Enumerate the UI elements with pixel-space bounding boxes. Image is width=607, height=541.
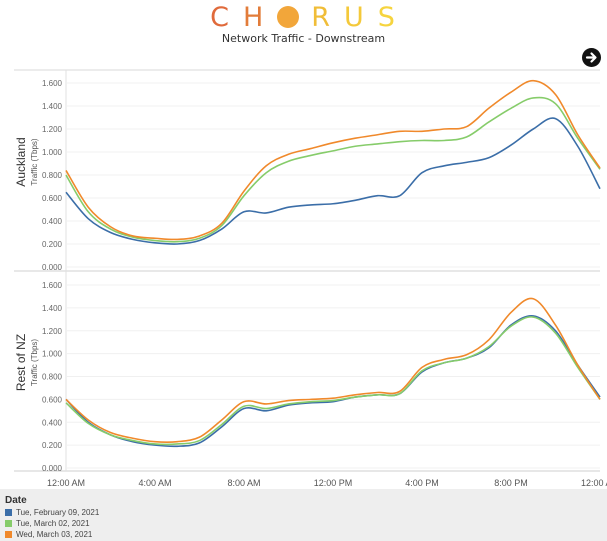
y-tick-label: 0.000 xyxy=(42,464,63,473)
y-tick-label: 1.600 xyxy=(42,79,63,88)
series-line-0 xyxy=(65,314,601,448)
y-tick-label: 1.400 xyxy=(42,304,63,313)
next-arrow-button[interactable] xyxy=(582,48,601,67)
y-tick-label: 0.800 xyxy=(42,171,63,180)
legend-item-mar03[interactable]: Wed, March 03, 2021 xyxy=(5,530,92,539)
panel-label: Auckland xyxy=(14,137,28,186)
legend-swatch xyxy=(5,509,12,516)
series-line-2 xyxy=(65,79,601,241)
x-tick-label: 12:00 AM xyxy=(47,478,85,488)
legend-item-mar02[interactable]: Tue, March 02, 2021 xyxy=(5,519,90,528)
traffic-chart: 0.000 0.200 0.400 0.600 0.800 1.000 1.200 1.400… xyxy=(14,69,607,488)
series-line-0 xyxy=(65,117,601,245)
logo-letter: S xyxy=(377,1,397,33)
y-axis-label: Traffic (Tbps) xyxy=(30,138,39,185)
legend: Date Tue, February 09, 2021 Tue, March 0… xyxy=(0,489,607,541)
legend-item-feb09[interactable]: Tue, February 09, 2021 xyxy=(5,508,99,517)
legend-swatch xyxy=(5,531,12,538)
y-tick-label: 0.800 xyxy=(42,373,63,382)
logo-letter: R xyxy=(311,1,333,33)
y-tick-label: 1.200 xyxy=(42,327,63,336)
logo-letter: H xyxy=(242,1,266,33)
y-tick-label: 1.000 xyxy=(42,350,63,359)
x-tick-label: 4:00 AM xyxy=(138,478,171,488)
legend-swatch xyxy=(5,520,12,527)
y-tick-label: 0.600 xyxy=(42,395,63,404)
y-tick-label: 1.600 xyxy=(42,281,63,290)
logo-letter: U xyxy=(344,1,366,33)
series-line-1 xyxy=(65,316,601,446)
y-tick-label: 0.200 xyxy=(42,441,63,450)
logo-letter: C xyxy=(210,1,231,33)
logo-circle xyxy=(277,6,300,28)
x-tick-label: 8:00 PM xyxy=(494,478,528,488)
panel-label: Rest of NZ xyxy=(14,334,28,391)
y-tick-label: 1.200 xyxy=(42,125,63,134)
legend-label: Wed, March 03, 2021 xyxy=(16,530,93,539)
y-tick-label: 0.400 xyxy=(42,217,63,226)
x-tick-label: 12:00 AM xyxy=(581,478,607,488)
series-line-1 xyxy=(65,96,601,243)
y-tick-label: 0.000 xyxy=(42,263,63,272)
y-axis-label: Traffic (Tbps) xyxy=(30,339,39,386)
x-tick-label: 12:00 PM xyxy=(314,478,353,488)
x-tick-label: 4:00 PM xyxy=(405,478,439,488)
arrow-right-circle-icon xyxy=(585,52,597,63)
x-tick-label: 8:00 AM xyxy=(227,478,260,488)
y-tick-label: 0.600 xyxy=(42,194,63,203)
legend-title: Date xyxy=(5,495,27,506)
legend-label: Tue, March 02, 2021 xyxy=(16,519,90,528)
chart-subtitle: Network Traffic - Downstream xyxy=(221,32,386,45)
y-tick-label: 1.000 xyxy=(42,148,63,157)
series-line-2 xyxy=(65,297,601,443)
legend-label: Tue, February 09, 2021 xyxy=(16,508,100,517)
y-tick-label: 0.400 xyxy=(42,418,63,427)
y-tick-label: 1.400 xyxy=(42,102,63,111)
y-tick-label: 0.200 xyxy=(42,240,63,249)
